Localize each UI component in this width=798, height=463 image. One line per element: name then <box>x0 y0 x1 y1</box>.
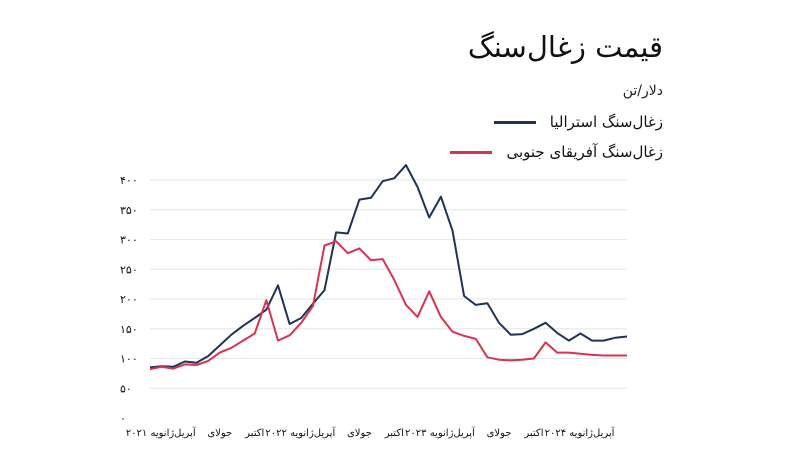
x-tick-label: آپریل <box>453 426 476 439</box>
y-tick-label: ۴۰۰ <box>120 174 138 187</box>
x-tick-label: جولای <box>347 428 372 439</box>
y-tick-label: ۳۵۰ <box>120 204 138 217</box>
x-tick-label: آپریل <box>174 426 197 439</box>
x-tick-label: جولای <box>207 428 232 439</box>
y-tick-label: ۲۰۰ <box>120 293 138 306</box>
legend-label-south-africa: زغال‌سنگ آفریقای جنوبی <box>506 143 663 161</box>
x-tick-label: ژانویه ۲۰۲۴ <box>545 428 594 439</box>
y-tick-label: ۳۰۰ <box>120 234 138 247</box>
x-tick-label: آپریل <box>314 426 337 439</box>
y-tick-label: ۲۵۰ <box>120 263 138 276</box>
series-line-australia <box>149 164 628 369</box>
x-tick-label: اکتبر <box>384 428 404 439</box>
legend-item-australia: زغال‌سنگ استرالیا <box>493 113 663 131</box>
y-tick-label: ۰ <box>120 412 126 425</box>
series-line-south-africa <box>149 240 627 371</box>
chart-title: قیمت زغال‌سنگ <box>467 30 663 64</box>
legend-label-australia: زغال‌سنگ استرالیا <box>549 113 663 131</box>
x-tick-label: جولای <box>487 428 512 439</box>
legend-item-south-africa: زغال‌سنگ آفریقای جنوبی <box>450 143 663 161</box>
x-tick-label: آپریل <box>593 426 616 439</box>
y-tick-label: ۱۰۰ <box>120 353 138 366</box>
y-tick-label: ۵۰ <box>120 382 132 395</box>
legend-swatch-australia <box>493 120 536 124</box>
x-tick-label: ژانویه ۲۰۲۱ <box>126 428 175 439</box>
x-tick-label: اکتبر <box>523 428 543 439</box>
unit-label: دلار/تن <box>622 83 663 99</box>
x-tick-label: ژانویه ۲۰۲۳ <box>405 428 454 439</box>
legend-swatch-south-africa <box>450 150 493 154</box>
x-tick-label: اکتبر <box>244 428 264 439</box>
y-tick-label: ۱۵۰ <box>120 323 138 336</box>
x-tick-label: ژانویه ۲۰۲۲ <box>265 428 314 439</box>
